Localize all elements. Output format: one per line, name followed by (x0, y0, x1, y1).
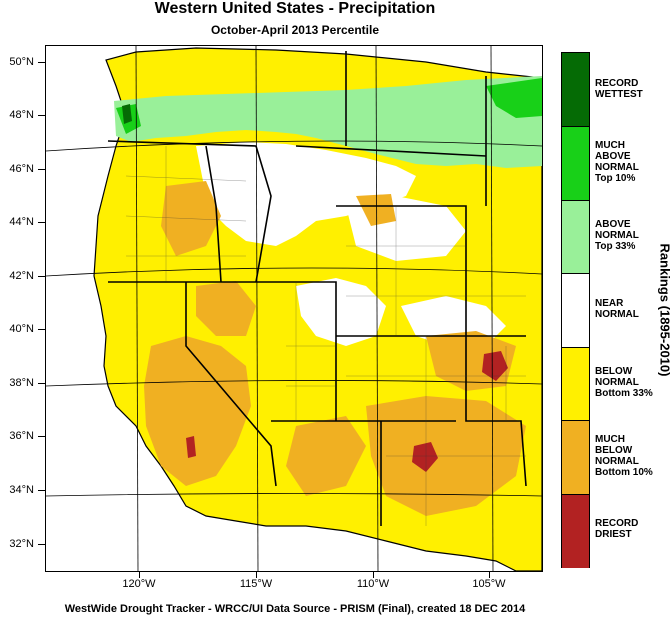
legend-label-line: Bottom 10% (595, 466, 653, 478)
legend-label-line: Top 33% (595, 241, 636, 253)
lat-tick (38, 490, 45, 491)
lat-tick (38, 329, 45, 330)
map-canvas (46, 46, 542, 571)
legend-label-line: NORMAL (595, 162, 639, 174)
lat-tick (38, 436, 45, 437)
legend-swatch (562, 126, 589, 201)
lat-label: 36°N (9, 430, 34, 442)
lon-label: 105°W (472, 578, 506, 590)
lat-tick (38, 115, 45, 116)
legend-label-line: BELOW (595, 444, 633, 456)
much-below-nevada-central (196, 281, 256, 336)
lat-label: 32°N (9, 538, 34, 550)
legend-label-line: BELOW (595, 365, 633, 377)
legend-swatch (562, 346, 589, 422)
lat-label: 40°N (9, 323, 34, 335)
legend-label-line: Top 10% (595, 173, 636, 185)
near-normal-north (196, 142, 416, 246)
lon-tick (489, 572, 490, 578)
much-below-wyoming (356, 194, 396, 226)
footer-credit: WestWide Drought Tracker - WRCC/UI Data … (64, 603, 526, 615)
lat-label: 44°N (9, 216, 34, 228)
legend-label-line: NORMAL (595, 309, 639, 320)
map-title: Western United States - Precipitation (154, 0, 436, 17)
lat-label: 50°N (9, 56, 34, 68)
legend-label-line: NORMAL (595, 230, 639, 242)
legend-label-line: Bottom 33% (595, 387, 653, 399)
much-above-north (486, 78, 542, 118)
lat-tick (38, 383, 45, 384)
state-boundaries (107, 51, 527, 526)
legend-class-label: BELOW NORMAL Bottom 33% (595, 366, 653, 399)
legend-label-line: NORMAL (595, 455, 639, 467)
legend-title: Rankings (1895-2010) (657, 243, 672, 377)
lat-tick (38, 544, 45, 545)
legend-label-line: ABOVE (595, 151, 631, 163)
legend-class-label: MUCH ABOVE NORMAL Top 10% (595, 140, 639, 184)
legend-label-line: MUCH (595, 140, 625, 152)
lon-label: 110°W (356, 578, 390, 590)
lat-label: 38°N (9, 377, 34, 389)
legend-colorbar (561, 52, 590, 568)
much-below-idaho-oregon (161, 181, 221, 256)
lat-tick (38, 222, 45, 223)
northern-wet-band (114, 76, 542, 168)
lat-label: 34°N (9, 484, 34, 496)
legend-swatch (562, 199, 589, 275)
legend-swatch (562, 420, 589, 495)
lon-tick (256, 572, 257, 578)
legend-swatch (562, 493, 589, 568)
county-lines (125, 146, 526, 526)
legend-label-line: WETTEST (595, 88, 643, 100)
legend-label-line: DRIEST (595, 529, 632, 541)
much-below-nevada-ca (144, 336, 251, 486)
lon-label: 120°W (122, 578, 156, 590)
precipitation-map (45, 45, 543, 572)
graticule (46, 46, 542, 571)
lon-label: 115°W (239, 578, 273, 590)
lat-label: 48°N (9, 109, 34, 121)
legend-class-label: ABOVE NORMAL Top 33% (595, 219, 639, 252)
much-below-arizona (286, 416, 366, 496)
near-normal-utah (296, 278, 386, 346)
legend-class-label: NEAR NORMAL (595, 298, 639, 320)
lat-label: 42°N (9, 270, 34, 282)
lat-tick (38, 169, 45, 170)
lon-tick (373, 572, 374, 578)
lon-tick (139, 572, 140, 578)
legend-label-line: ABOVE (595, 219, 631, 231)
legend-swatch (562, 53, 589, 127)
lat-tick (38, 276, 45, 277)
lat-tick (38, 62, 45, 63)
legend-label-line: RECORD (595, 518, 639, 530)
record-driest-california (186, 436, 196, 458)
legend-label-line: RECORD (595, 77, 639, 89)
lat-label: 46°N (9, 163, 34, 175)
record-driest-newmexico (412, 442, 438, 472)
legend-swatch (562, 273, 589, 348)
legend-class-label: RECORD WETTEST (595, 78, 643, 100)
legend-class-label: MUCH BELOW NORMAL Bottom 10% (595, 434, 653, 478)
legend-class-label: RECORD DRIEST (595, 518, 638, 540)
map-subtitle: October-April 2013 Percentile (210, 23, 380, 37)
legend-label-line: NORMAL (595, 376, 639, 388)
legend-label-line: MUCH (595, 433, 625, 445)
record-wettest-wa (122, 104, 132, 124)
record-driest-colorado (482, 351, 508, 381)
legend-label-line: NEAR (595, 298, 624, 309)
